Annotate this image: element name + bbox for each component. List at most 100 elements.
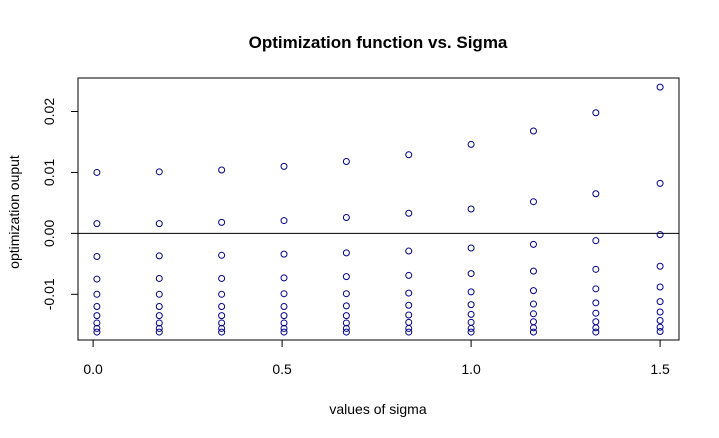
data-point — [342, 157, 350, 165]
data-points — [93, 83, 664, 336]
data-point — [405, 324, 413, 332]
y-axis: -0.01 0.00 0.01 0.02 — [41, 98, 78, 310]
data-point — [342, 273, 350, 281]
data-point — [280, 162, 288, 170]
y-axis-label: optimization ouput — [6, 155, 22, 269]
data-point — [529, 267, 537, 275]
y-tick-label: 0.01 — [41, 159, 57, 186]
data-point — [280, 312, 288, 320]
x-axis-label: values of sigma — [329, 401, 426, 417]
data-point — [592, 299, 600, 307]
data-point — [656, 323, 664, 331]
data-point — [656, 327, 664, 335]
data-point — [93, 168, 101, 176]
data-point — [280, 290, 288, 298]
data-point — [218, 290, 226, 298]
data-point — [529, 240, 537, 248]
data-point — [342, 328, 350, 336]
data-point — [342, 214, 350, 222]
data-point — [467, 270, 475, 278]
x-tick-label: 1.0 — [461, 361, 481, 377]
data-point — [155, 168, 163, 176]
data-point — [218, 312, 226, 320]
data-point — [155, 274, 163, 282]
data-point — [656, 283, 664, 291]
data-point — [218, 319, 226, 327]
data-point — [467, 301, 475, 309]
data-point — [405, 271, 413, 279]
data-point — [529, 324, 537, 332]
data-point — [155, 324, 163, 332]
data-point — [592, 237, 600, 245]
data-point — [155, 328, 163, 336]
data-point — [342, 302, 350, 310]
data-point — [155, 290, 163, 298]
data-point — [529, 328, 537, 336]
data-point — [405, 151, 413, 159]
data-point — [280, 250, 288, 258]
data-point — [280, 302, 288, 310]
data-point — [405, 318, 413, 326]
data-point — [656, 179, 664, 187]
data-point — [592, 285, 600, 293]
data-point — [93, 319, 101, 327]
data-point — [280, 319, 288, 327]
data-point — [342, 324, 350, 332]
data-point — [155, 312, 163, 320]
data-point — [405, 289, 413, 297]
data-point — [155, 220, 163, 228]
x-tick-label: 0.0 — [83, 361, 103, 377]
data-point — [93, 220, 101, 228]
data-point — [405, 209, 413, 217]
data-point — [529, 310, 537, 318]
data-point — [529, 198, 537, 206]
data-point — [529, 127, 537, 135]
data-point — [592, 318, 600, 326]
data-point — [93, 253, 101, 261]
data-point — [93, 290, 101, 298]
data-point — [218, 328, 226, 336]
x-axis: 0.0 0.5 1.0 1.5 — [83, 340, 670, 377]
data-point — [467, 140, 475, 148]
data-point — [656, 83, 664, 91]
y-tick-label: -0.01 — [41, 278, 57, 310]
data-point — [342, 312, 350, 320]
data-point — [280, 328, 288, 336]
data-point — [155, 252, 163, 260]
data-point — [218, 218, 226, 226]
data-point — [592, 265, 600, 273]
data-point — [280, 274, 288, 282]
data-point — [467, 318, 475, 326]
data-point — [592, 309, 600, 317]
data-point — [467, 324, 475, 332]
data-point — [342, 249, 350, 257]
data-point — [342, 319, 350, 327]
data-point — [218, 274, 226, 282]
data-point — [93, 324, 101, 332]
data-point — [656, 308, 664, 316]
data-point — [592, 109, 600, 117]
data-point — [656, 262, 664, 270]
data-point — [529, 318, 537, 326]
data-point — [93, 275, 101, 283]
data-point — [218, 324, 226, 332]
data-point — [467, 310, 475, 318]
data-point — [467, 244, 475, 252]
data-point — [467, 205, 475, 213]
data-point — [592, 328, 600, 336]
data-point — [656, 298, 664, 306]
x-tick-label: 1.5 — [650, 361, 670, 377]
data-point — [467, 328, 475, 336]
data-point — [93, 312, 101, 320]
data-point — [218, 166, 226, 174]
y-tick-label: 0.00 — [41, 220, 57, 247]
data-point — [592, 190, 600, 198]
data-point — [280, 217, 288, 225]
data-point — [342, 290, 350, 298]
data-point — [656, 317, 664, 325]
chart-title: Optimization function vs. Sigma — [249, 33, 508, 52]
data-point — [592, 324, 600, 332]
data-point — [155, 302, 163, 310]
data-point — [656, 231, 664, 239]
